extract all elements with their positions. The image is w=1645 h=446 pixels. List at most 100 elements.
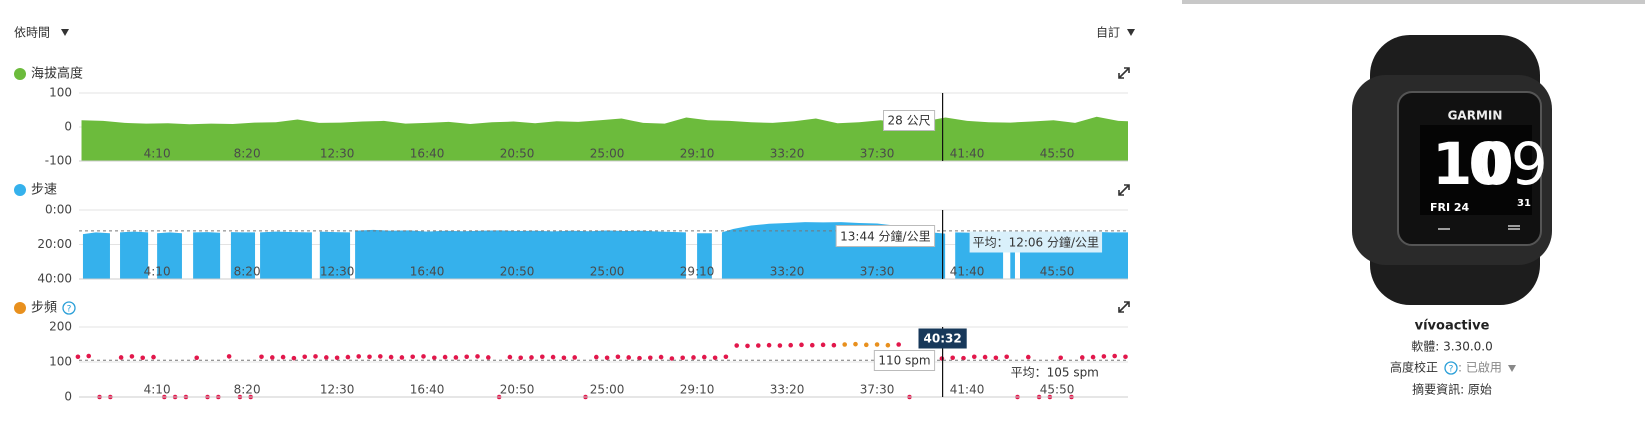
tooltip-box	[835, 225, 936, 247]
x-tick-label: 20:50	[500, 383, 535, 397]
point	[874, 342, 880, 347]
x-tick-label: 25:00	[590, 383, 625, 397]
point	[540, 354, 545, 360]
x-tick-label: 25:00	[590, 147, 625, 161]
point	[1025, 354, 1031, 360]
point	[226, 354, 232, 359]
x-tick-label: 41:40	[950, 147, 985, 161]
x-tick-label: 8:20	[234, 147, 261, 161]
expand-icon[interactable]	[1118, 67, 1130, 313]
point	[291, 355, 297, 361]
x-tick-label: 29:10	[680, 265, 715, 279]
x-tick-label: 37:30	[860, 147, 895, 161]
tooltip-box	[873, 350, 936, 371]
point	[302, 354, 308, 360]
svg-text:?: ?	[67, 305, 72, 315]
tooltip-box	[969, 231, 1103, 253]
watch-brand: GARMIN	[1448, 109, 1503, 123]
point	[896, 342, 901, 347]
point	[1090, 354, 1096, 360]
point	[1058, 355, 1063, 361]
point	[1112, 353, 1117, 359]
y-tick-label: 0	[64, 390, 72, 404]
point	[432, 355, 437, 361]
point	[971, 354, 977, 360]
point	[831, 342, 837, 348]
x-tick-label: 41:40	[950, 383, 985, 397]
point	[270, 355, 275, 360]
point	[1004, 354, 1009, 360]
altitude-status[interactable]: : 已啟用	[1458, 360, 1502, 375]
point	[701, 354, 707, 360]
point	[594, 354, 599, 360]
point	[615, 354, 621, 360]
watch-day: 31	[1517, 198, 1531, 209]
x-tick-label: 12:30	[320, 265, 355, 279]
point	[194, 355, 200, 361]
device-software: 軟體: 3.30.0.0	[1411, 339, 1492, 354]
watch-date: FRI 24	[1430, 201, 1470, 214]
x-tick-label: 8:20	[234, 265, 261, 279]
x-tick-label: 16:40	[410, 383, 445, 397]
point	[378, 354, 383, 359]
point	[550, 354, 556, 360]
x-tick-label: 4:10	[144, 383, 171, 397]
point	[809, 342, 815, 348]
altitude-label: 高度校正	[1390, 360, 1438, 375]
y-tick-label: 200	[49, 320, 72, 334]
point	[334, 355, 340, 361]
point	[691, 355, 696, 360]
x-tick-label: 45:50	[1040, 265, 1075, 279]
point	[658, 354, 664, 360]
point	[129, 354, 135, 359]
point	[982, 354, 988, 360]
point	[637, 355, 642, 361]
x-tick-label: 45:50	[1040, 147, 1075, 161]
y-tick-label: 40:00	[37, 272, 72, 286]
point	[324, 355, 329, 360]
y-tick-label: -100	[45, 154, 72, 168]
x-tick-label: 37:30	[860, 383, 895, 397]
help-icon[interactable]: ?	[62, 301, 76, 315]
point	[518, 355, 524, 361]
point	[280, 354, 286, 360]
y-tick-label: 100	[49, 86, 72, 100]
point	[356, 354, 362, 359]
point	[755, 343, 761, 348]
x-tick-label: 16:40	[410, 265, 445, 279]
x-tick-label: 20:50	[500, 147, 535, 161]
point	[712, 355, 718, 361]
point	[723, 354, 729, 360]
x-tick-label: 45:50	[1040, 383, 1075, 397]
point	[885, 342, 891, 348]
tooltip-box	[883, 110, 936, 131]
custom-dropdown[interactable]: 自訂	[1096, 25, 1120, 40]
legend-dot	[14, 302, 26, 314]
x-tick-label: 25:00	[590, 265, 625, 279]
device-name: vívoactive	[1415, 319, 1490, 334]
sort-dropdown[interactable]: 依時間	[14, 25, 50, 40]
dropdown-arrow	[1508, 365, 1516, 372]
point	[118, 355, 124, 360]
point	[1079, 355, 1085, 360]
y-tick-label: 100	[49, 355, 72, 369]
point	[626, 355, 631, 360]
x-tick-label: 4:10	[144, 265, 171, 279]
point	[863, 342, 869, 348]
point	[561, 355, 567, 361]
average-label: 平均：12:06 分鐘/公里	[973, 235, 1099, 250]
point	[680, 355, 685, 361]
chart-title: 步頻	[31, 301, 57, 316]
watch: GARMIN 10 09 FRI 24 31	[1352, 35, 1552, 305]
dropdown-arrow	[61, 29, 69, 36]
watch-minute: 09	[1478, 130, 1544, 198]
help-icon[interactable]: ?	[1444, 361, 1458, 375]
x-tick-label: 33:20	[770, 147, 805, 161]
average-label: 平均：105 spm	[1011, 366, 1099, 380]
point	[572, 355, 578, 360]
point	[421, 354, 426, 359]
point	[950, 355, 955, 361]
x-tick-label: 12:30	[320, 383, 355, 397]
